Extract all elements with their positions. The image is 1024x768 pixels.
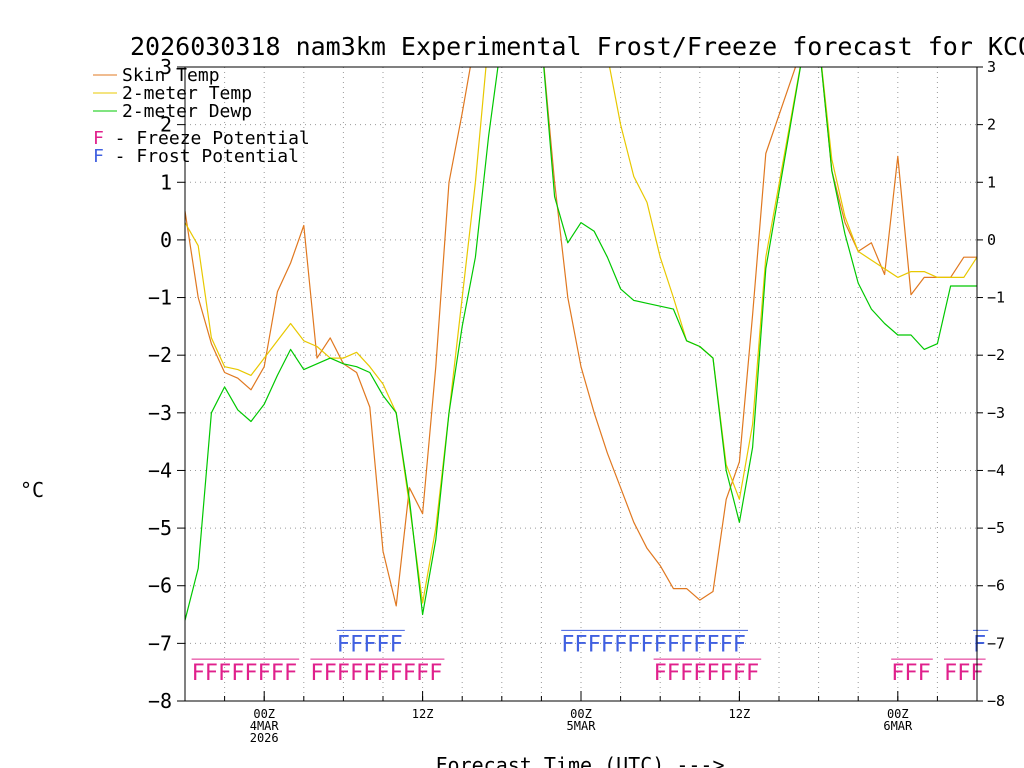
- x-tick-label: 00Z: [253, 707, 275, 721]
- y-tick-label-right: −2: [987, 346, 1005, 364]
- x-tick-label: 5MAR: [567, 719, 597, 733]
- x-tick-label: 2026: [250, 731, 279, 745]
- y-tick-label-right: −7: [987, 634, 1005, 652]
- y-tick-label: −1: [148, 286, 172, 310]
- series-layer: [185, 67, 977, 621]
- legend-note-letter: F: [93, 146, 104, 167]
- x-tick-label: 12Z: [729, 707, 751, 721]
- potential-run-freeze-potential: FFFFFFFFFF: [310, 661, 442, 686]
- y-tick-label: 2: [160, 113, 172, 137]
- x-tick-label: 6MAR: [883, 719, 913, 733]
- y-tick-label-right: 0: [987, 231, 996, 249]
- potential-layer: FFFFF FFFFFFFFFFFFFF FFFFFFFFF FFFFFFFFFF FF…: [191, 629, 989, 686]
- y-tick-label-right: −8: [987, 692, 1005, 710]
- potential-run-frost-potential: F: [973, 632, 986, 657]
- x-tick-label: 12Z: [412, 707, 434, 721]
- series-line-skin-temp: [185, 67, 977, 607]
- plot-frame: [184, 66, 978, 702]
- y-tick-label-right: −5: [987, 519, 1005, 537]
- y-tick-label: −4: [148, 458, 172, 482]
- y-tick-label-right: −6: [987, 577, 1005, 595]
- legend-label: Skin Temp: [122, 65, 220, 86]
- y-tick-label-right: −4: [987, 461, 1005, 479]
- y-tick-label-right: 3: [987, 58, 996, 76]
- potential-run-freeze-potential: FFFFFFFF: [192, 661, 298, 686]
- y-tick-label: 1: [160, 170, 172, 194]
- y-tick-label: −3: [148, 401, 172, 425]
- x-axis-label: Forecast Time (UTC) --->: [436, 753, 725, 768]
- legend-note-text: - Freeze Potential: [104, 128, 310, 149]
- potential-run-frost-potential: FFFFF: [337, 632, 403, 657]
- chart-title: 2026030318 nam3km Experimental Frost/Fre…: [130, 32, 1024, 61]
- y-tick-label-right: −3: [987, 404, 1005, 422]
- x-tick-label: 4MAR: [250, 719, 280, 733]
- potential-run-freeze-potential: FFF: [891, 661, 931, 686]
- potential-run-freeze-potential: FFFFFFFF: [654, 661, 760, 686]
- y-tick-label: 0: [160, 228, 172, 252]
- legend-label: 2-meter Dewp: [122, 101, 252, 122]
- y-tick-label-right: −1: [987, 289, 1005, 307]
- series-line-2-meter-temp: [185, 67, 977, 604]
- y-tick-label: −8: [148, 689, 172, 713]
- legend-label: 2-meter Temp: [122, 83, 252, 104]
- y-tick-label-right: 2: [987, 116, 996, 134]
- series-line-2-meter-dewp: [185, 67, 977, 621]
- y-tick-label-right: 1: [987, 173, 996, 191]
- y-axis-label: °C: [20, 478, 44, 502]
- y-tick-label: −2: [148, 343, 172, 367]
- x-tick-label: 00Z: [887, 707, 909, 721]
- y-tick-label: −6: [148, 574, 172, 598]
- y-tick-label: 3: [160, 55, 172, 79]
- x-tick-label: 00Z: [570, 707, 592, 721]
- legend-note: F - Freeze Potential: [93, 128, 310, 149]
- legend-note-text: - Frost Potential: [104, 146, 299, 167]
- potential-run-frost-potential: FFFFFFFFFFFFFF: [561, 632, 746, 657]
- y-axis-ticks: 3 2 1 0 −1 −2 −3 −4 −5 −6 −7 −8 3 2 1 0 −1 −2 −3 −4 −5 −6 −7 −8: [148, 55, 1005, 713]
- y-tick-label: −7: [148, 631, 172, 655]
- legend-note-letter: F: [93, 128, 104, 149]
- legend-note: F - Frost Potential: [93, 146, 299, 167]
- grid-layer: [185, 67, 977, 701]
- y-tick-label: −5: [148, 516, 172, 540]
- potential-run-freeze-potential: FFF: [944, 661, 984, 686]
